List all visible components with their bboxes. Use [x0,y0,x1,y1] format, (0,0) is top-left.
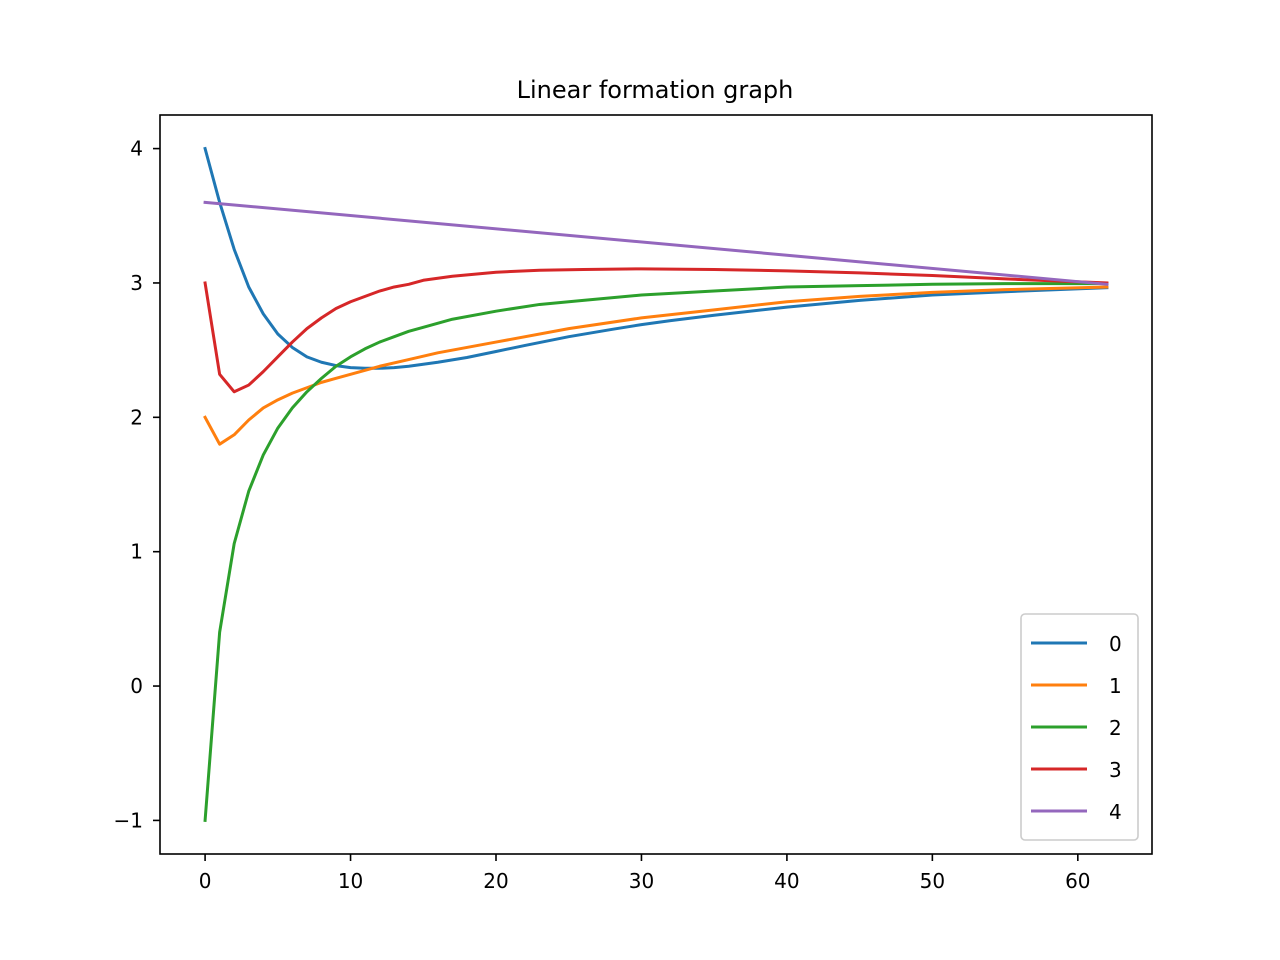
series-layer [203,146,1109,823]
legend-label-3: 3 [1109,758,1122,782]
legend-label-0: 0 [1109,632,1122,656]
series-line-1 [203,285,1109,446]
x-tick-label: 40 [774,869,799,893]
y-tick-label: 2 [130,405,143,429]
x-tick-label: 50 [920,869,945,893]
x-tick-label: 10 [338,869,363,893]
series-line-3 [203,267,1109,394]
series-line-4 [203,200,1109,286]
y-tick-label: 4 [130,137,143,161]
x-tick-label: 20 [483,869,508,893]
x-axis: 0 10 20 30 40 50 60 [199,854,1091,893]
y-tick-label: 3 [130,271,143,295]
x-tick-label: 60 [1065,869,1090,893]
x-tick-label: 30 [629,869,654,893]
chart-title: Linear formation graph [517,76,794,104]
legend-label-4: 4 [1109,800,1122,824]
series-line-2 [203,282,1109,823]
legend: 0 1 2 3 4 [1020,613,1139,841]
legend-label-1: 1 [1109,674,1122,698]
y-axis: −1 0 1 2 3 4 [114,137,160,832]
y-tick-label: −1 [114,808,143,832]
legend-label-2: 2 [1109,716,1122,740]
y-tick-label: 1 [130,540,143,564]
series-line-0 [203,146,1109,370]
x-tick-label: 0 [199,869,212,893]
plot-frame [159,114,1153,855]
y-tick-label: 0 [130,674,143,698]
